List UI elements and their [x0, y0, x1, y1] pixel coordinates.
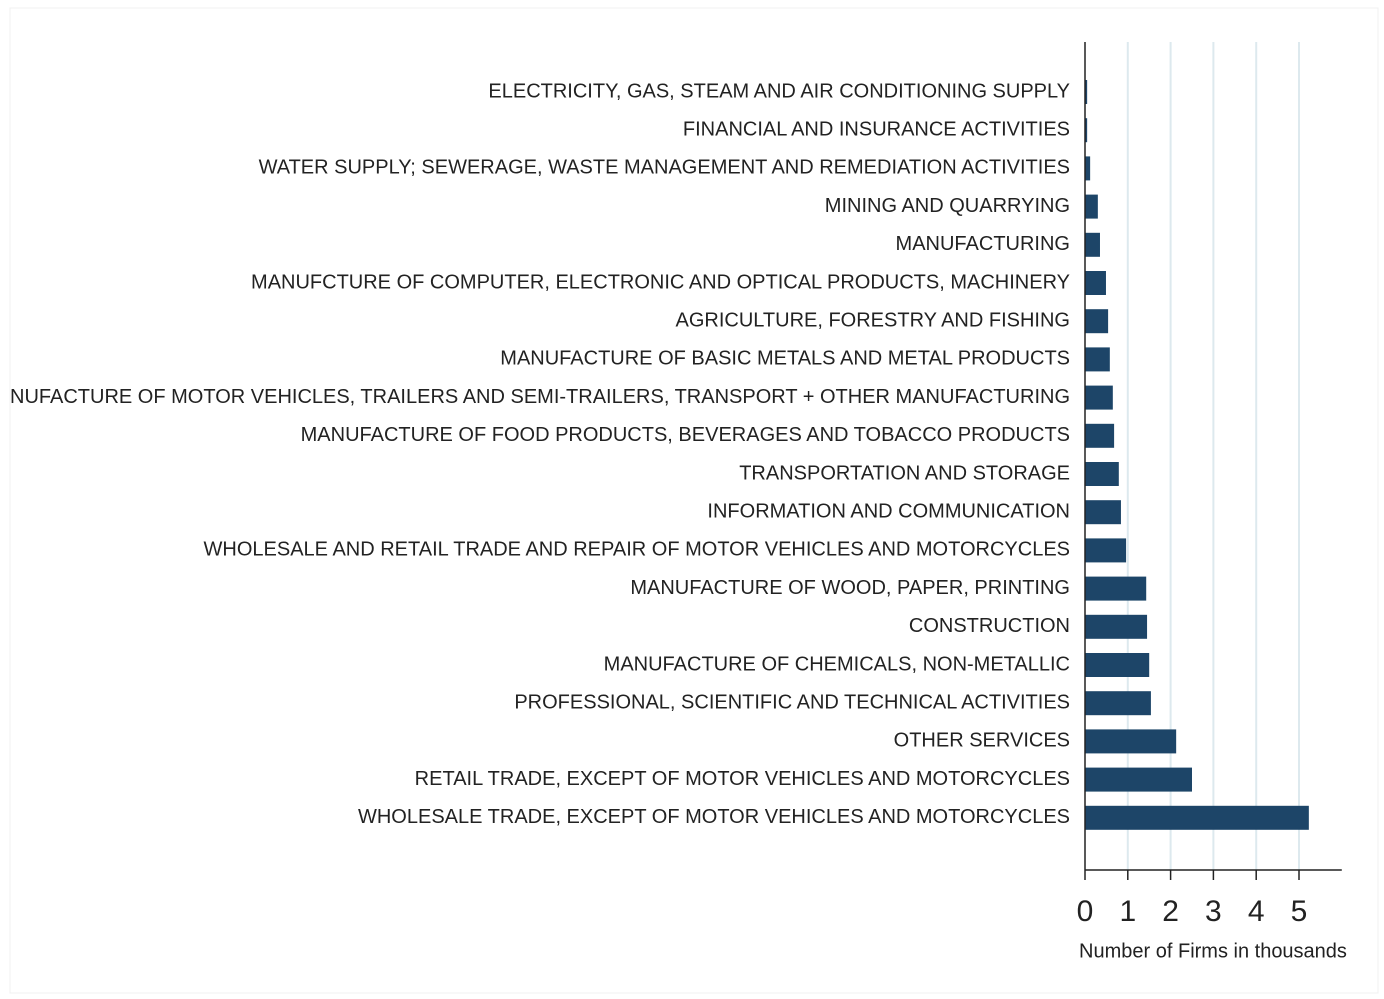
bar [1085, 767, 1192, 792]
bar [1085, 729, 1177, 754]
bar [1085, 423, 1115, 448]
bar [1085, 805, 1309, 830]
x-tick-label: 1 [1119, 895, 1136, 928]
y-tick-label: MANUFACTURE OF WOOD, PAPER, PRINTING [630, 577, 1070, 599]
y-tick-label: MANUFACTURING [896, 233, 1070, 255]
y-tick-label: MANUFCTURE OF COMPUTER, ELECTRONIC AND O… [251, 271, 1070, 293]
y-tick-label: FINANCIAL AND INSURANCE ACTIVITIES [683, 118, 1070, 140]
bar [1085, 194, 1098, 219]
bar [1085, 462, 1119, 486]
y-tick-label: MINING AND QUARRYING [825, 195, 1070, 217]
bar [1085, 80, 1088, 104]
y-tick-label: PROFESSIONAL, SCIENTIFIC AND TECHNICAL A… [514, 691, 1070, 713]
x-tick-label: 0 [1077, 895, 1094, 928]
x-axis-title: Number of Firms in thousands [1079, 940, 1347, 962]
x-tick-label: 2 [1162, 895, 1179, 928]
y-tick-label: WHOLESALE AND RETAIL TRADE AND REPAIR OF… [204, 539, 1070, 561]
x-tick-label: 3 [1205, 895, 1222, 928]
y-tick-label: WATER SUPPLY; SEWERAGE, WASTE MANAGEMENT… [259, 157, 1070, 179]
bar [1085, 500, 1121, 525]
y-tick-label: RETAIL TRADE, EXCEPT OF MOTOR VEHICLES A… [415, 768, 1070, 790]
bar [1085, 538, 1127, 563]
bar [1085, 385, 1113, 410]
bar [1085, 691, 1151, 716]
y-tick-label: INFORMATION AND COMMUNICATION [707, 500, 1070, 522]
y-tick-label: TRANSPORTATION AND STORAGE [739, 462, 1070, 484]
y-tick-label: MANUFACTURE OF FOOD PRODUCTS, BEVERAGES … [301, 424, 1070, 446]
bar [1085, 271, 1106, 295]
y-tick-label: CONSTRUCTION [909, 615, 1070, 637]
x-tick-label: 5 [1291, 895, 1308, 928]
y-tick-label: ELECTRICITY, GAS, STEAM AND AIR CONDITIO… [488, 80, 1070, 102]
y-tick-label: OTHER SERVICES [894, 730, 1070, 752]
bar [1085, 614, 1148, 639]
x-tick-label: 4 [1248, 895, 1265, 928]
y-tick-label: MANUFACTURE OF MOTOR VEHICLES, TRAILERS … [0, 386, 1070, 408]
bar [1085, 309, 1109, 334]
bar [1085, 347, 1110, 372]
bar [1085, 118, 1088, 143]
y-tick-label: WHOLESALE TRADE, EXCEPT OF MOTOR VEHICLE… [358, 806, 1070, 828]
y-tick-label: MANUFACTURE OF BASIC METALS AND METAL PR… [500, 348, 1070, 370]
bar [1085, 156, 1091, 181]
plot: 0 1 2 3 4 5 ELECTRICITY, GAS, STEAM AND AIR CO… [0, 42, 1342, 928]
bar [1085, 576, 1147, 601]
bar [1085, 232, 1100, 257]
y-tick-label: AGRICULTURE, FORESTRY AND FISHING [675, 309, 1070, 331]
bar [1085, 653, 1150, 677]
y-tick-label: MANUFACTURE OF CHEMICALS, NON-METALLIC [604, 653, 1070, 675]
